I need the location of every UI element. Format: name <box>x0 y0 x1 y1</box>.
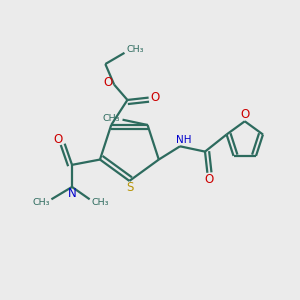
Text: CH₃: CH₃ <box>126 45 143 54</box>
Text: CH₃: CH₃ <box>91 198 109 207</box>
Text: CH₃: CH₃ <box>103 114 120 123</box>
Text: O: O <box>204 173 214 186</box>
Text: CH₃: CH₃ <box>32 198 50 207</box>
Text: O: O <box>53 133 63 146</box>
Text: O: O <box>241 108 250 121</box>
Text: S: S <box>127 181 134 194</box>
Text: N: N <box>68 187 77 200</box>
Text: O: O <box>103 76 112 89</box>
Text: NH: NH <box>176 135 191 145</box>
Text: O: O <box>151 91 160 104</box>
